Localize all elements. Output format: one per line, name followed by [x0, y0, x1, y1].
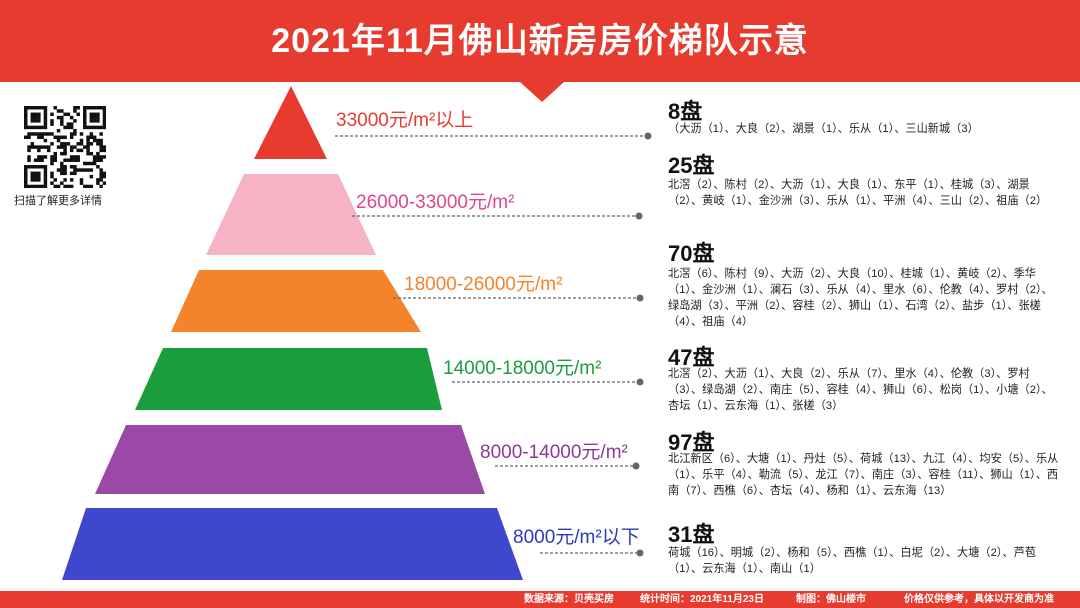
leader-dot-0: [644, 132, 652, 140]
tier-shape-3: [135, 348, 442, 410]
tier-detail-4: 北江新区（6）、大塘（1）、丹灶（5）、荷城（13）、九江（4）、均安（5）、乐…: [668, 453, 1059, 497]
tier-count-0: 8盘: [668, 99, 703, 124]
footer-maker: 制图：佛山楼市: [796, 594, 866, 605]
tier-price-label-2: 18000-26000元/m²: [404, 274, 563, 295]
tier-detail-1: 北滘（2）、陈村（2）、大沥（1）、大良（1）、东平（1）、桂城（3）、湖景（2…: [668, 179, 1048, 207]
tier-detail-5: 荷城（16）、明城（2）、杨和（5）、西樵（1）、白坭（2）、大塘（2）、芦苞（…: [668, 547, 1036, 575]
title-banner: [0, 0, 1080, 82]
qr-caption: 扫描了解更多详情: [14, 195, 102, 207]
tier-detail-0: （大沥（1）、大良（2）、湖景（1）、乐从（1）、三山新城（3）: [668, 123, 979, 135]
page-title: 2021年11月佛山新房房价梯队示意: [271, 22, 809, 60]
leader-dot-2: [636, 294, 644, 302]
tier-price-label-0: 33000元/m²以上: [336, 110, 474, 131]
tier-count-4: 97盘: [668, 430, 715, 455]
tier-price-label-4: 8000-14000元/m²: [480, 442, 628, 463]
tier-count-1: 25盘: [668, 153, 715, 178]
tier-shape-5: [62, 508, 523, 580]
qr-code-icon: [24, 106, 107, 189]
leader-dot-1: [635, 212, 643, 220]
tier-detail-2: 北滘（6）、陈村（9）、大沥（2）、大良（10）、桂城（1）、黄岐（2）、季华（…: [668, 268, 1053, 328]
leader-dot-4: [632, 462, 640, 470]
tier-count-2: 70盘: [668, 241, 715, 266]
banner-notch: [520, 82, 564, 102]
tier-price-label-3: 14000-18000元/m²: [443, 358, 602, 379]
footer-bar: 数据来源：贝壳买房 统计时间：2021年11月23日 制图：佛山楼市 价格仅供参…: [0, 591, 1080, 608]
tier-shape-4: [95, 425, 485, 494]
tier-shape-1: [206, 174, 376, 255]
tier-price-label-5: 8000元/m²以下: [513, 527, 640, 548]
tier-shape-2: [171, 270, 421, 332]
tier-count-3: 47盘: [668, 345, 715, 370]
footer-note: 价格仅供参考，具体以开发商为准: [904, 594, 1054, 605]
footer-stat-time: 统计时间：2021年11月23日: [640, 594, 764, 605]
footer-source: 数据来源：贝壳买房: [524, 594, 614, 605]
leader-dot-3: [636, 378, 644, 386]
tier-shape-0: [254, 86, 327, 159]
tier-count-5: 31盘: [668, 522, 715, 547]
leader-dot-5: [636, 549, 644, 557]
tier-detail-3: 北滘（2）、大沥（1）、大良（2）、乐从（7）、里水（4）、伦教（3）、罗村（3…: [668, 368, 1053, 412]
tier-price-label-1: 26000-33000元/m²: [356, 192, 515, 213]
